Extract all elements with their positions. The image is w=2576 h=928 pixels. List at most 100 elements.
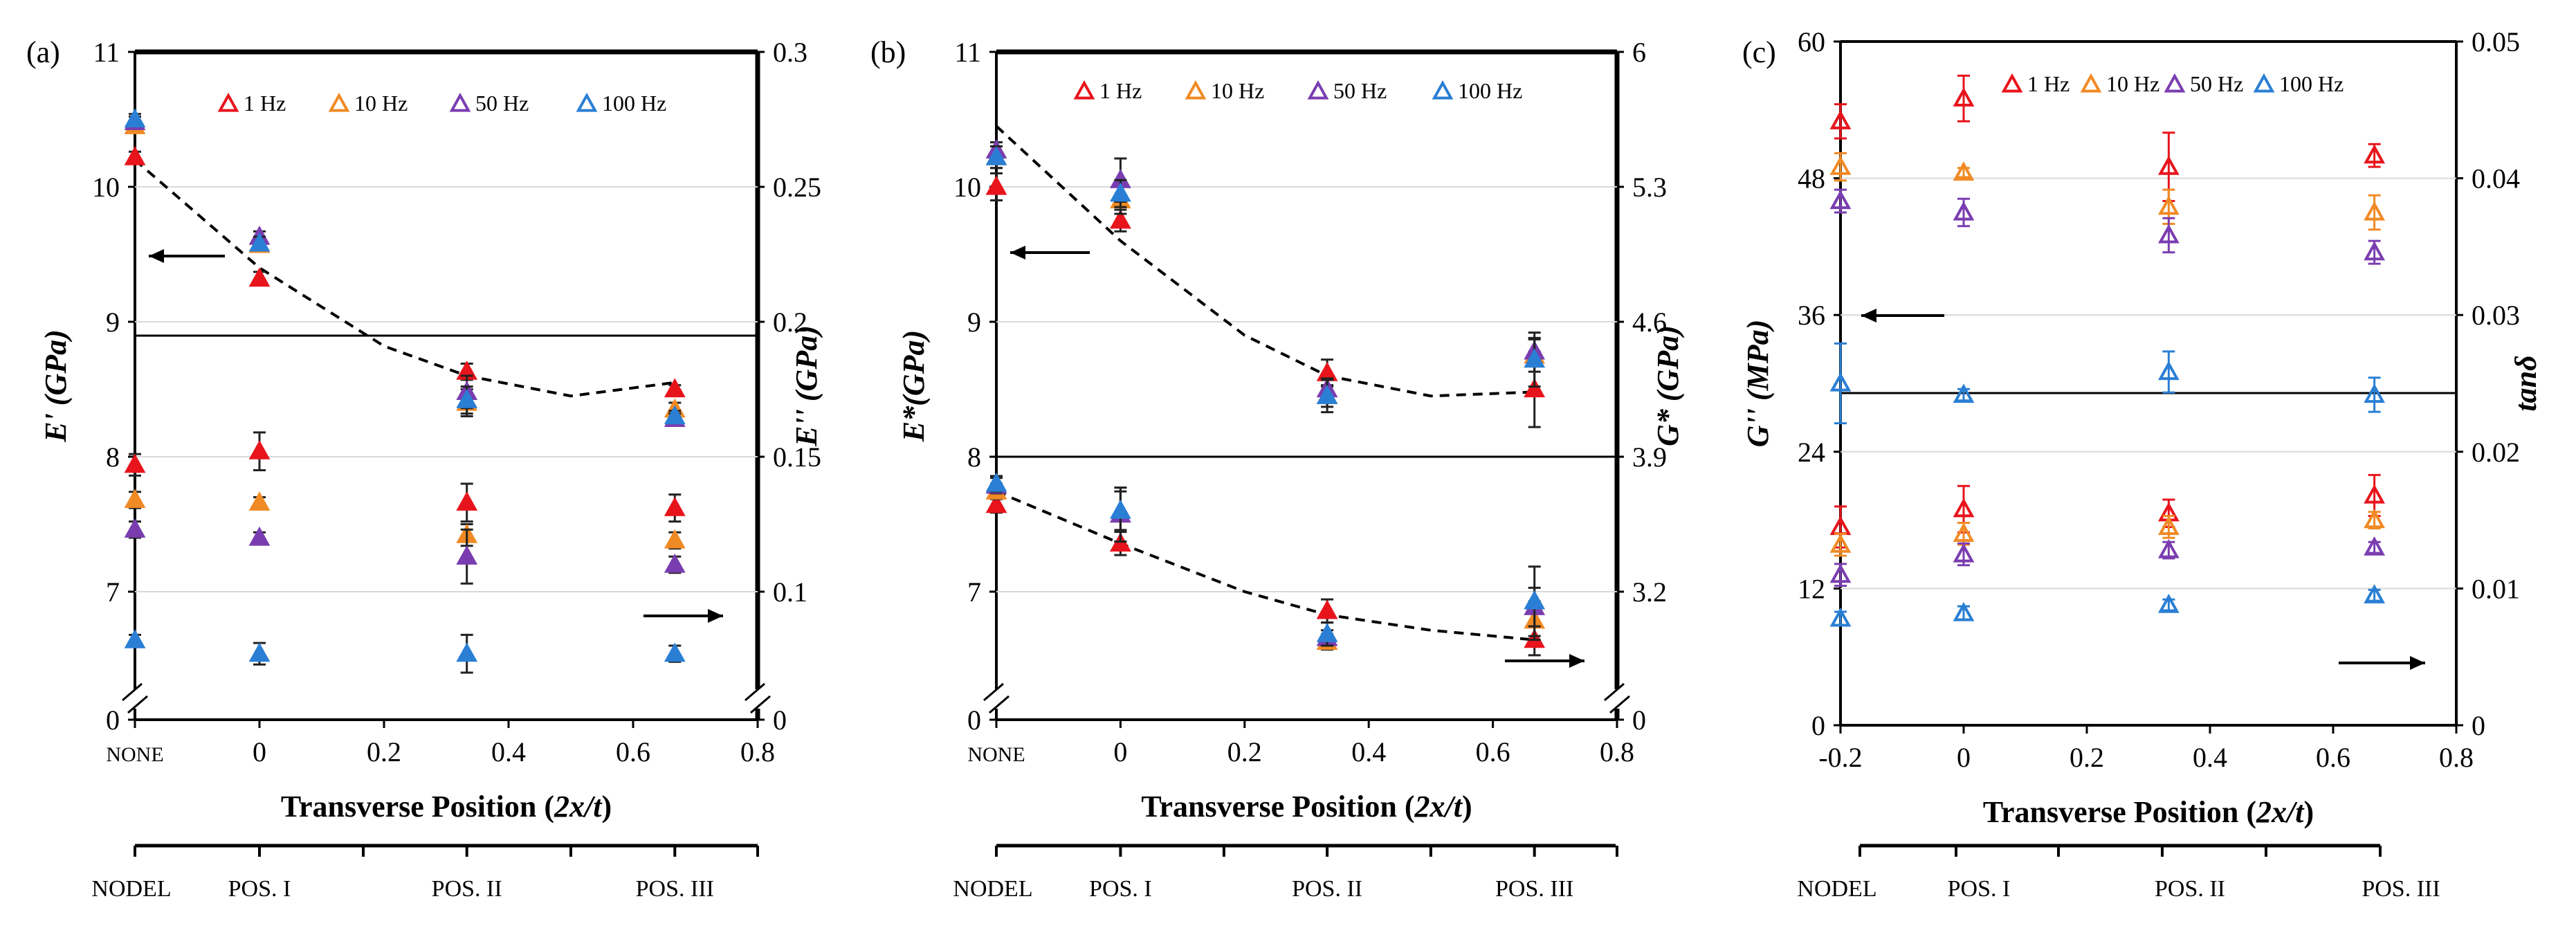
legend-item: 100 Hz bbox=[2253, 71, 2344, 96]
category-label: POS. II bbox=[1292, 876, 1362, 902]
x-tick-label: 0.2 bbox=[367, 736, 401, 767]
y-right-tick-label: 0.04 bbox=[2472, 163, 2520, 194]
y-right-tick-label: 0.25 bbox=[773, 172, 821, 203]
data-point bbox=[985, 493, 1007, 513]
loss-series-100hz bbox=[985, 472, 1546, 647]
legend-item: 50 Hz bbox=[1307, 78, 1387, 103]
x-tick-label: 0.6 bbox=[616, 736, 650, 767]
legend-label: 10 Hz bbox=[354, 91, 408, 116]
data-point bbox=[664, 496, 686, 516]
data-point bbox=[2364, 241, 2386, 261]
left-axis-arrow bbox=[149, 249, 225, 263]
loss-series-1hz bbox=[985, 493, 1546, 657]
x-tick-label: 0 bbox=[253, 736, 266, 767]
legend-label: 100 Hz bbox=[602, 91, 666, 116]
legend-marker bbox=[2001, 73, 2023, 93]
y-right-tick-label: 3.2 bbox=[1632, 576, 1667, 608]
loss-series-1hz bbox=[124, 431, 686, 523]
y-left-tick-label: 24 bbox=[1798, 437, 1825, 468]
data-point bbox=[124, 145, 146, 165]
data-point bbox=[2364, 509, 2386, 529]
category-bracket: NODEL POS. I POS. II POS. III bbox=[91, 844, 759, 902]
data-point bbox=[1316, 623, 1338, 642]
storage-series-10hz bbox=[124, 115, 686, 418]
data-point bbox=[124, 489, 146, 508]
error-bar bbox=[2162, 350, 2175, 394]
x-tick-label: 0.4 bbox=[491, 736, 526, 767]
data-point bbox=[248, 491, 271, 511]
category-label: NODEL bbox=[1797, 876, 1876, 902]
x-tick-label: 0.2 bbox=[2070, 742, 2104, 773]
y-right-tick-label: 0.2 bbox=[773, 307, 807, 338]
legend-item: 100 Hz bbox=[576, 91, 666, 116]
data-point bbox=[1110, 182, 1131, 202]
legend-item: 10 Hz bbox=[2080, 71, 2159, 96]
x-tick-label: 0.4 bbox=[1351, 736, 1386, 767]
data-point bbox=[1316, 599, 1338, 619]
data-point bbox=[664, 378, 686, 398]
data-point bbox=[2157, 224, 2180, 244]
legend-marker bbox=[1073, 80, 1095, 100]
storage-series-10hz bbox=[985, 145, 1546, 408]
y-left-axis-title: G'' (MPa) bbox=[1741, 320, 1775, 448]
legend-marker bbox=[576, 92, 598, 112]
data-point bbox=[1829, 534, 1852, 553]
storage-series-1hz bbox=[985, 172, 1546, 428]
right-axis-arrow bbox=[1505, 654, 1584, 668]
legend-item: 10 Hz bbox=[328, 91, 408, 116]
loss-modulus-series-10hz bbox=[1829, 152, 2386, 231]
data-point bbox=[985, 472, 1007, 492]
legend-label: 10 Hz bbox=[1211, 78, 1264, 103]
data-point bbox=[1524, 378, 1546, 398]
x-tick-label: 0.8 bbox=[1600, 736, 1634, 767]
category-label: POS. II bbox=[2155, 876, 2225, 902]
left-axis-arrow bbox=[1861, 309, 1944, 322]
storage-trend-line bbox=[134, 158, 675, 398]
data-point bbox=[1829, 156, 1852, 175]
legend-item: 100 Hz bbox=[1432, 78, 1522, 103]
x-axis-title: Transverse Position (2x/t) bbox=[281, 790, 612, 824]
category-bracket: NODEL POS. I POS. II POS. III bbox=[1797, 844, 2440, 902]
category-label: POS. III bbox=[1495, 876, 1573, 902]
data-point bbox=[1524, 590, 1546, 610]
left-axis-arrow bbox=[1010, 246, 1090, 260]
panel-b: (b) 0 7 8 9 10 11 0 3.2 3.9 4.6 5.3 6 NONE 0 0.2 0.4 0.6 0… bbox=[870, 35, 1685, 902]
x-axis-title: Transverse Position (2x/t) bbox=[1141, 790, 1472, 824]
panel-label: (c) bbox=[1742, 35, 1776, 69]
data-point bbox=[1829, 190, 1852, 210]
data-point bbox=[2364, 584, 2386, 603]
axis-break-left bbox=[983, 682, 1010, 714]
legend-label: 1 Hz bbox=[244, 91, 286, 116]
loss-series-10hz bbox=[124, 489, 686, 550]
legend-marker bbox=[1432, 80, 1454, 100]
loss-series-100hz bbox=[124, 629, 686, 674]
y-left-tick-label: 60 bbox=[1798, 26, 1825, 57]
y-left-tick-label: 10 bbox=[92, 172, 120, 203]
y-right-tick-label: 3.9 bbox=[1632, 442, 1667, 473]
y-left-tick-label: 9 bbox=[106, 307, 120, 338]
y-left-tick-label: 12 bbox=[1798, 573, 1825, 604]
data-point bbox=[985, 145, 1007, 165]
data-point bbox=[2364, 383, 2386, 403]
legend-marker bbox=[328, 92, 350, 112]
legend-marker bbox=[217, 92, 239, 112]
storage-trend-line bbox=[995, 125, 1535, 398]
storage-series-100hz bbox=[985, 145, 1546, 414]
category-label: NODEL bbox=[91, 876, 171, 902]
legend-item: 1 Hz bbox=[1073, 78, 1142, 103]
loss-series-10hz bbox=[985, 480, 1546, 651]
y-left-tick-label: 7 bbox=[967, 576, 981, 608]
data-point bbox=[1110, 209, 1131, 229]
data-point bbox=[2157, 195, 2180, 215]
tand-series-1hz bbox=[1829, 473, 2386, 549]
x-tick-label: NONE bbox=[967, 743, 1025, 766]
data-point bbox=[124, 629, 146, 648]
data-point bbox=[1953, 383, 1975, 403]
y-right-axis-title: G* (GPa) bbox=[1651, 325, 1685, 446]
y-left-tick-label: 0 bbox=[106, 704, 120, 736]
x-tick-label: 0.8 bbox=[740, 736, 775, 767]
y-left-tick-label: 36 bbox=[1798, 300, 1825, 331]
data-point bbox=[248, 267, 271, 287]
y-right-tick-label: 0 bbox=[1632, 704, 1646, 736]
data-point bbox=[1953, 201, 1975, 221]
